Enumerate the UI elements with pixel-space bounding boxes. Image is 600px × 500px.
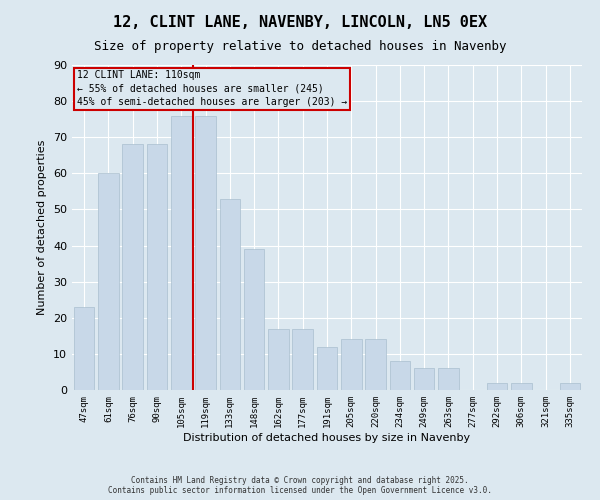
Bar bbox=[292, 328, 313, 390]
Bar bbox=[195, 116, 216, 390]
Bar bbox=[487, 383, 508, 390]
Bar bbox=[317, 346, 337, 390]
Bar bbox=[244, 249, 265, 390]
Bar bbox=[74, 307, 94, 390]
X-axis label: Distribution of detached houses by size in Navenby: Distribution of detached houses by size … bbox=[184, 432, 470, 442]
Bar bbox=[365, 340, 386, 390]
Bar bbox=[560, 383, 580, 390]
Bar bbox=[220, 198, 240, 390]
Text: Size of property relative to detached houses in Navenby: Size of property relative to detached ho… bbox=[94, 40, 506, 53]
Y-axis label: Number of detached properties: Number of detached properties bbox=[37, 140, 47, 315]
Text: 12, CLINT LANE, NAVENBY, LINCOLN, LN5 0EX: 12, CLINT LANE, NAVENBY, LINCOLN, LN5 0E… bbox=[113, 15, 487, 30]
Bar bbox=[511, 383, 532, 390]
Bar bbox=[146, 144, 167, 390]
Bar bbox=[438, 368, 459, 390]
Bar bbox=[122, 144, 143, 390]
Text: Contains HM Land Registry data © Crown copyright and database right 2025.
Contai: Contains HM Land Registry data © Crown c… bbox=[108, 476, 492, 495]
Bar bbox=[268, 328, 289, 390]
Bar bbox=[98, 174, 119, 390]
Bar bbox=[341, 340, 362, 390]
Bar bbox=[171, 116, 191, 390]
Bar bbox=[414, 368, 434, 390]
Text: 12 CLINT LANE: 110sqm
← 55% of detached houses are smaller (245)
45% of semi-det: 12 CLINT LANE: 110sqm ← 55% of detached … bbox=[77, 70, 347, 107]
Bar bbox=[389, 361, 410, 390]
